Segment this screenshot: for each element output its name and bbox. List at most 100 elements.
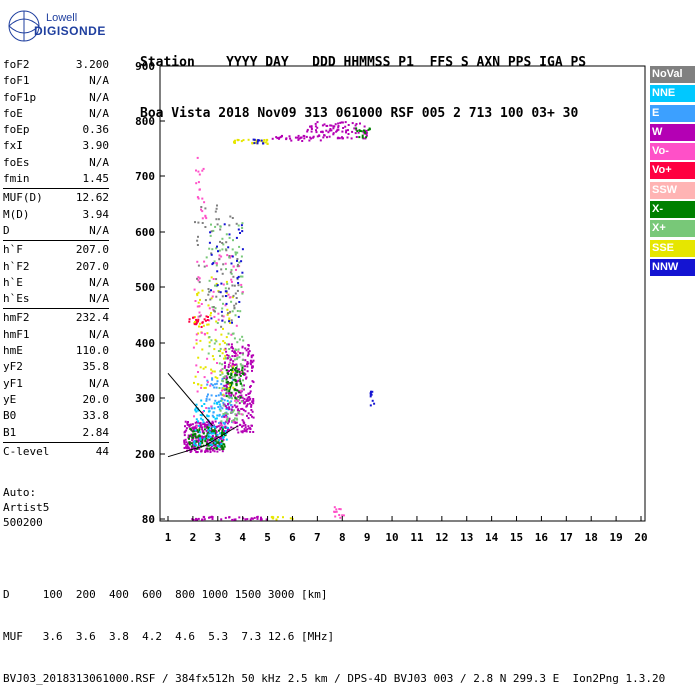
data-point	[216, 204, 218, 207]
data-point	[234, 375, 236, 378]
data-point	[199, 437, 202, 440]
data-point	[246, 428, 249, 431]
data-point	[193, 440, 196, 443]
data-point	[227, 366, 230, 369]
data-point	[224, 304, 227, 307]
data-point	[215, 386, 218, 389]
data-point	[214, 441, 217, 444]
data-point	[211, 378, 214, 381]
data-point	[241, 222, 244, 225]
data-point	[247, 392, 250, 395]
data-point	[225, 241, 228, 244]
data-point	[344, 125, 347, 128]
data-point	[219, 240, 221, 243]
data-point	[231, 350, 234, 352]
data-point	[233, 337, 236, 340]
data-point	[235, 414, 238, 417]
data-point	[195, 451, 198, 454]
data-point	[212, 421, 214, 424]
data-point	[194, 435, 197, 438]
data-point	[246, 403, 249, 406]
data-point	[220, 444, 223, 447]
data-point	[218, 439, 221, 442]
data-point	[252, 354, 255, 357]
data-point	[243, 368, 246, 371]
data-point	[341, 514, 344, 517]
data-point	[192, 430, 195, 433]
data-point	[250, 360, 253, 363]
data-point	[223, 357, 225, 360]
data-point	[252, 398, 255, 400]
data-point	[209, 436, 212, 439]
data-point	[339, 516, 342, 519]
data-point	[347, 124, 350, 126]
data-point	[237, 228, 240, 231]
data-point	[211, 429, 214, 432]
data-point	[214, 328, 217, 331]
data-point	[234, 399, 237, 402]
data-point	[237, 224, 240, 227]
data-point	[189, 448, 191, 451]
data-point	[233, 304, 236, 307]
data-point	[219, 423, 222, 426]
data-point	[224, 357, 227, 360]
param-separator	[3, 441, 109, 443]
data-point	[207, 316, 209, 318]
data-point	[244, 347, 247, 350]
data-point	[195, 439, 198, 442]
data-point	[337, 128, 340, 131]
param-row: h`F2 207.0	[3, 259, 109, 275]
data-point	[221, 248, 224, 251]
data-point	[196, 196, 199, 199]
data-point	[203, 403, 206, 405]
data-point	[220, 282, 223, 285]
data-point	[323, 134, 326, 137]
data-point	[241, 275, 244, 278]
data-point	[197, 420, 199, 423]
data-point	[213, 424, 216, 427]
data-point	[200, 314, 202, 317]
data-point	[251, 366, 253, 369]
data-point	[247, 399, 250, 402]
data-point	[243, 397, 246, 400]
data-point	[225, 392, 228, 394]
data-point	[240, 370, 243, 373]
data-point	[276, 137, 279, 140]
data-point	[242, 352, 244, 355]
data-point	[197, 424, 200, 427]
data-point	[247, 412, 250, 415]
data-point	[217, 350, 220, 352]
footer-muf-row: MUF 3.6 3.6 3.8 4.2 4.6 5.3 7.3 12.6 [MH…	[3, 630, 335, 643]
data-point	[226, 372, 229, 375]
data-point	[288, 135, 291, 138]
data-point	[193, 443, 196, 446]
data-point	[243, 428, 246, 431]
data-point	[241, 384, 244, 387]
data-point	[210, 368, 213, 371]
data-point	[227, 246, 230, 249]
data-point	[219, 350, 222, 353]
param-name: h`F2	[3, 259, 30, 273]
data-point	[208, 398, 211, 401]
data-point	[216, 262, 218, 265]
data-point	[203, 425, 206, 428]
data-point	[239, 374, 242, 377]
data-point	[229, 215, 232, 218]
data-point	[228, 356, 231, 359]
data-point	[240, 255, 243, 258]
data-point	[244, 359, 247, 362]
data-point	[215, 382, 218, 385]
data-point	[303, 137, 306, 140]
data-point	[220, 432, 223, 435]
data-point	[202, 367, 205, 370]
data-point	[197, 279, 200, 282]
param-row: C-level 44	[3, 444, 109, 460]
data-point	[231, 284, 234, 287]
data-point	[251, 400, 254, 403]
data-point	[246, 414, 248, 417]
data-point	[210, 252, 213, 255]
data-point	[310, 128, 313, 130]
data-point	[228, 236, 231, 239]
data-point	[226, 399, 229, 402]
data-point	[206, 381, 209, 384]
